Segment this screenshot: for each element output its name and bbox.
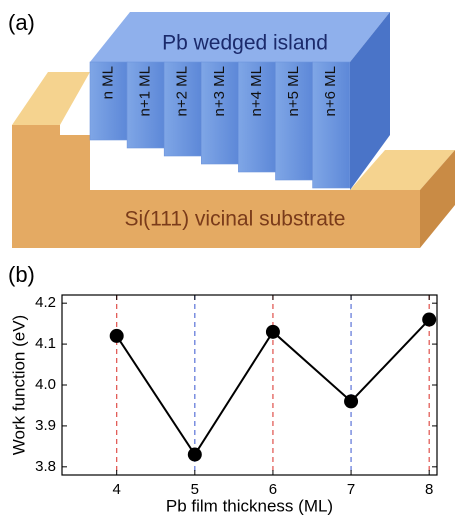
x-axis-label: Pb film thickness (ML) [166, 496, 333, 515]
y-axis-label: Work function (eV) [9, 315, 28, 455]
y-tick-label: 4.0 [35, 376, 56, 393]
data-point [422, 313, 436, 327]
y-tick-label: 4.2 [35, 294, 56, 311]
data-point [188, 448, 202, 462]
x-tick-label: 7 [347, 481, 355, 498]
x-tick-label: 8 [425, 481, 433, 498]
layer-label: n+3 ML [211, 66, 228, 116]
x-tick-label: 4 [113, 481, 121, 498]
panel-label: (b) [8, 262, 35, 287]
island-label: Pb wedged island [162, 32, 328, 55]
y-tick-label: 4.1 [35, 335, 56, 352]
y-tick-label: 3.8 [35, 458, 56, 475]
data-point [110, 329, 124, 343]
layer-label: n+4 ML [248, 66, 265, 116]
layer-label: n+1 ML [137, 66, 154, 116]
x-tick-label: 6 [269, 481, 277, 498]
panel-label: (a) [8, 10, 35, 35]
plot-frame [62, 295, 437, 475]
y-tick-label: 3.9 [35, 417, 56, 434]
layer-label: n ML [99, 66, 116, 99]
layer-label: n+6 ML [322, 66, 339, 116]
layer-label: n+2 ML [174, 66, 191, 116]
x-tick-label: 5 [191, 481, 199, 498]
layer-label: n+5 ML [285, 66, 302, 116]
figure: (a) (b) Pb wedged island Si(111) vicinal… [0, 0, 465, 518]
substrate-label: Si(111) vicinal substrate [125, 208, 346, 231]
data-point [344, 394, 358, 408]
data-point [266, 325, 280, 339]
